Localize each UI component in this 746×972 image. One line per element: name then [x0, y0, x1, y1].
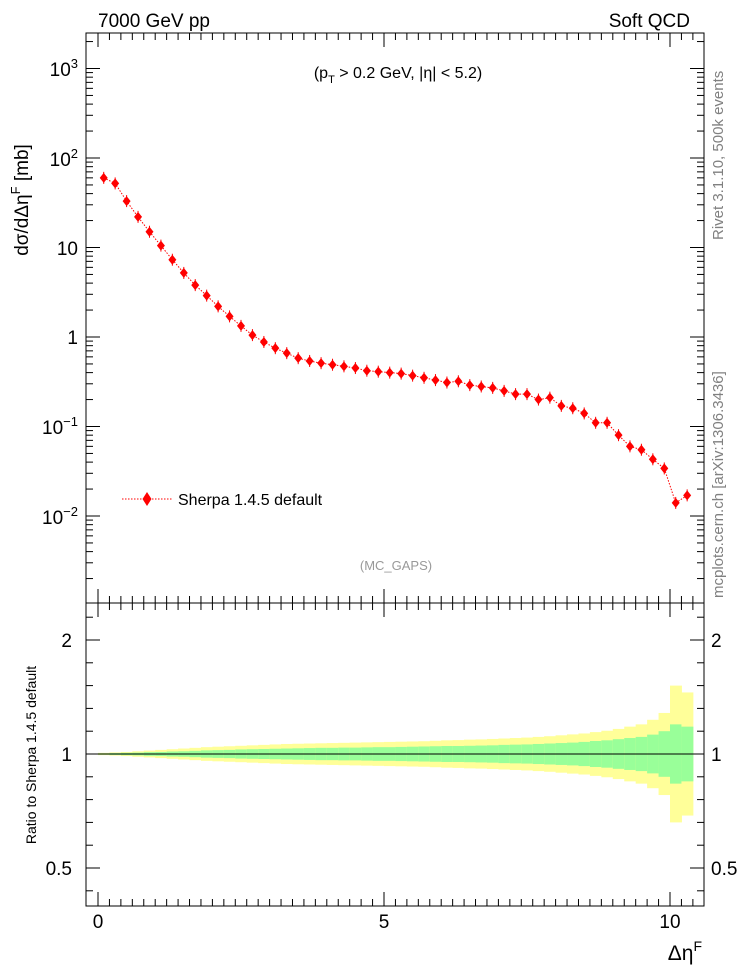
data-point: [191, 280, 200, 291]
data-point: [614, 430, 623, 441]
data-point: [122, 196, 131, 207]
data-point: [511, 389, 520, 400]
data-point: [374, 366, 383, 377]
legend: Sherpa 1.4.5 default: [122, 492, 323, 509]
data-point: [111, 178, 120, 189]
header-right-title: Soft QCD: [609, 11, 690, 32]
ratio-y-tick-label-05-left: 0.5: [46, 859, 72, 880]
data-point: [568, 403, 577, 414]
x-tick-label-0: 0: [93, 912, 104, 933]
data-point: [580, 408, 589, 419]
legend-marker: [142, 492, 152, 506]
data-point: [477, 381, 486, 392]
data-point: [351, 363, 360, 374]
data-point: [442, 377, 451, 388]
data-point: [385, 367, 394, 378]
ratio-y-tick-label-1-left: 1: [61, 745, 72, 766]
data-point: [328, 359, 337, 370]
ratio-panel: Ratio to Sherpa 1.4.5 default 2 1 0.5 2 …: [23, 602, 737, 965]
main-y-tick-label-1e2: 102: [50, 146, 78, 171]
main-y-tick-label-1: 1: [67, 328, 78, 349]
data-point: [339, 361, 348, 372]
watermark: (MC_GAPS): [360, 558, 432, 573]
data-point: [134, 211, 143, 222]
data-point: [99, 172, 108, 183]
data-point: [397, 368, 406, 379]
main-y-tick-label-1e-2: 10−2: [42, 504, 78, 529]
legend-label: Sherpa 1.4.5 default: [178, 492, 323, 509]
ratio-y-tick-label-2-left: 2: [61, 631, 72, 652]
main-y-tick-label-1e3: 103: [50, 56, 78, 81]
data-point: [202, 290, 211, 301]
data-point: [431, 375, 440, 386]
data-point: [271, 343, 280, 354]
data-point: [671, 497, 680, 508]
ratio-y-tick-label-05-right: 0.5: [711, 859, 737, 880]
data-point: [603, 417, 612, 428]
data-point: [408, 370, 417, 381]
data-point: [225, 311, 234, 322]
x-axis-label: ΔηF: [668, 938, 702, 965]
data-point: [259, 336, 268, 347]
mcplots-label: mcplots.cern.ch [arXiv:1306.3436]: [710, 371, 727, 598]
data-point: [625, 441, 634, 452]
header-left-title: 7000 GeV pp: [98, 11, 210, 32]
rivet-label: Rivet 3.1.10, 500k events: [710, 71, 727, 240]
data-point: [465, 380, 474, 391]
data-point: [214, 301, 223, 312]
main-y-tick-label-1e-1: 10−1: [42, 414, 78, 439]
main-panel: dσ/dΔηF [mb] 103 102 10 1 10−1 10−2 (pT …: [8, 32, 705, 604]
data-point: [145, 226, 154, 237]
data-point: [557, 400, 566, 411]
main-ylabel: dσ/dΔηF [mb]: [8, 144, 33, 256]
data-point: [237, 320, 245, 331]
data-point: [637, 444, 646, 455]
data-point: [534, 394, 543, 405]
data-point: [500, 385, 509, 396]
data-point: [591, 417, 600, 428]
main-title: (pT > 0.2 GeV, |η| < 5.2): [314, 65, 482, 86]
series-line: [103, 177, 688, 504]
ratio-y-tick-label-1-right: 1: [711, 745, 722, 766]
main-series: [99, 171, 692, 509]
data-point: [156, 240, 165, 251]
ratio-ylabel: Ratio to Sherpa 1.4.5 default: [23, 666, 39, 844]
data-point: [362, 365, 371, 376]
data-point: [420, 372, 429, 383]
data-point: [454, 376, 463, 387]
ratio-x-ticks: [97, 603, 694, 906]
main-panel-frame: [85, 32, 705, 604]
data-point: [168, 254, 177, 265]
main-x-ticks: [97, 33, 694, 603]
data-point: [523, 389, 531, 400]
x-tick-label-10: 10: [659, 912, 680, 933]
data-point: [660, 463, 669, 474]
data-point: [305, 355, 314, 366]
data-point: [545, 392, 554, 403]
ratio-y-ticks: [86, 616, 704, 892]
data-point: [683, 490, 692, 501]
data-point: [488, 382, 497, 393]
data-point: [248, 330, 257, 341]
main-y-tick-label-10: 10: [57, 239, 78, 260]
data-point: [282, 348, 291, 359]
ratio-y-tick-label-2-right: 2: [711, 631, 722, 652]
data-point: [294, 353, 303, 364]
data-point: [648, 454, 657, 465]
x-tick-label-5: 5: [379, 912, 390, 933]
data-point: [317, 358, 326, 369]
main-y-ticks: [86, 41, 704, 580]
data-point: [179, 267, 188, 278]
